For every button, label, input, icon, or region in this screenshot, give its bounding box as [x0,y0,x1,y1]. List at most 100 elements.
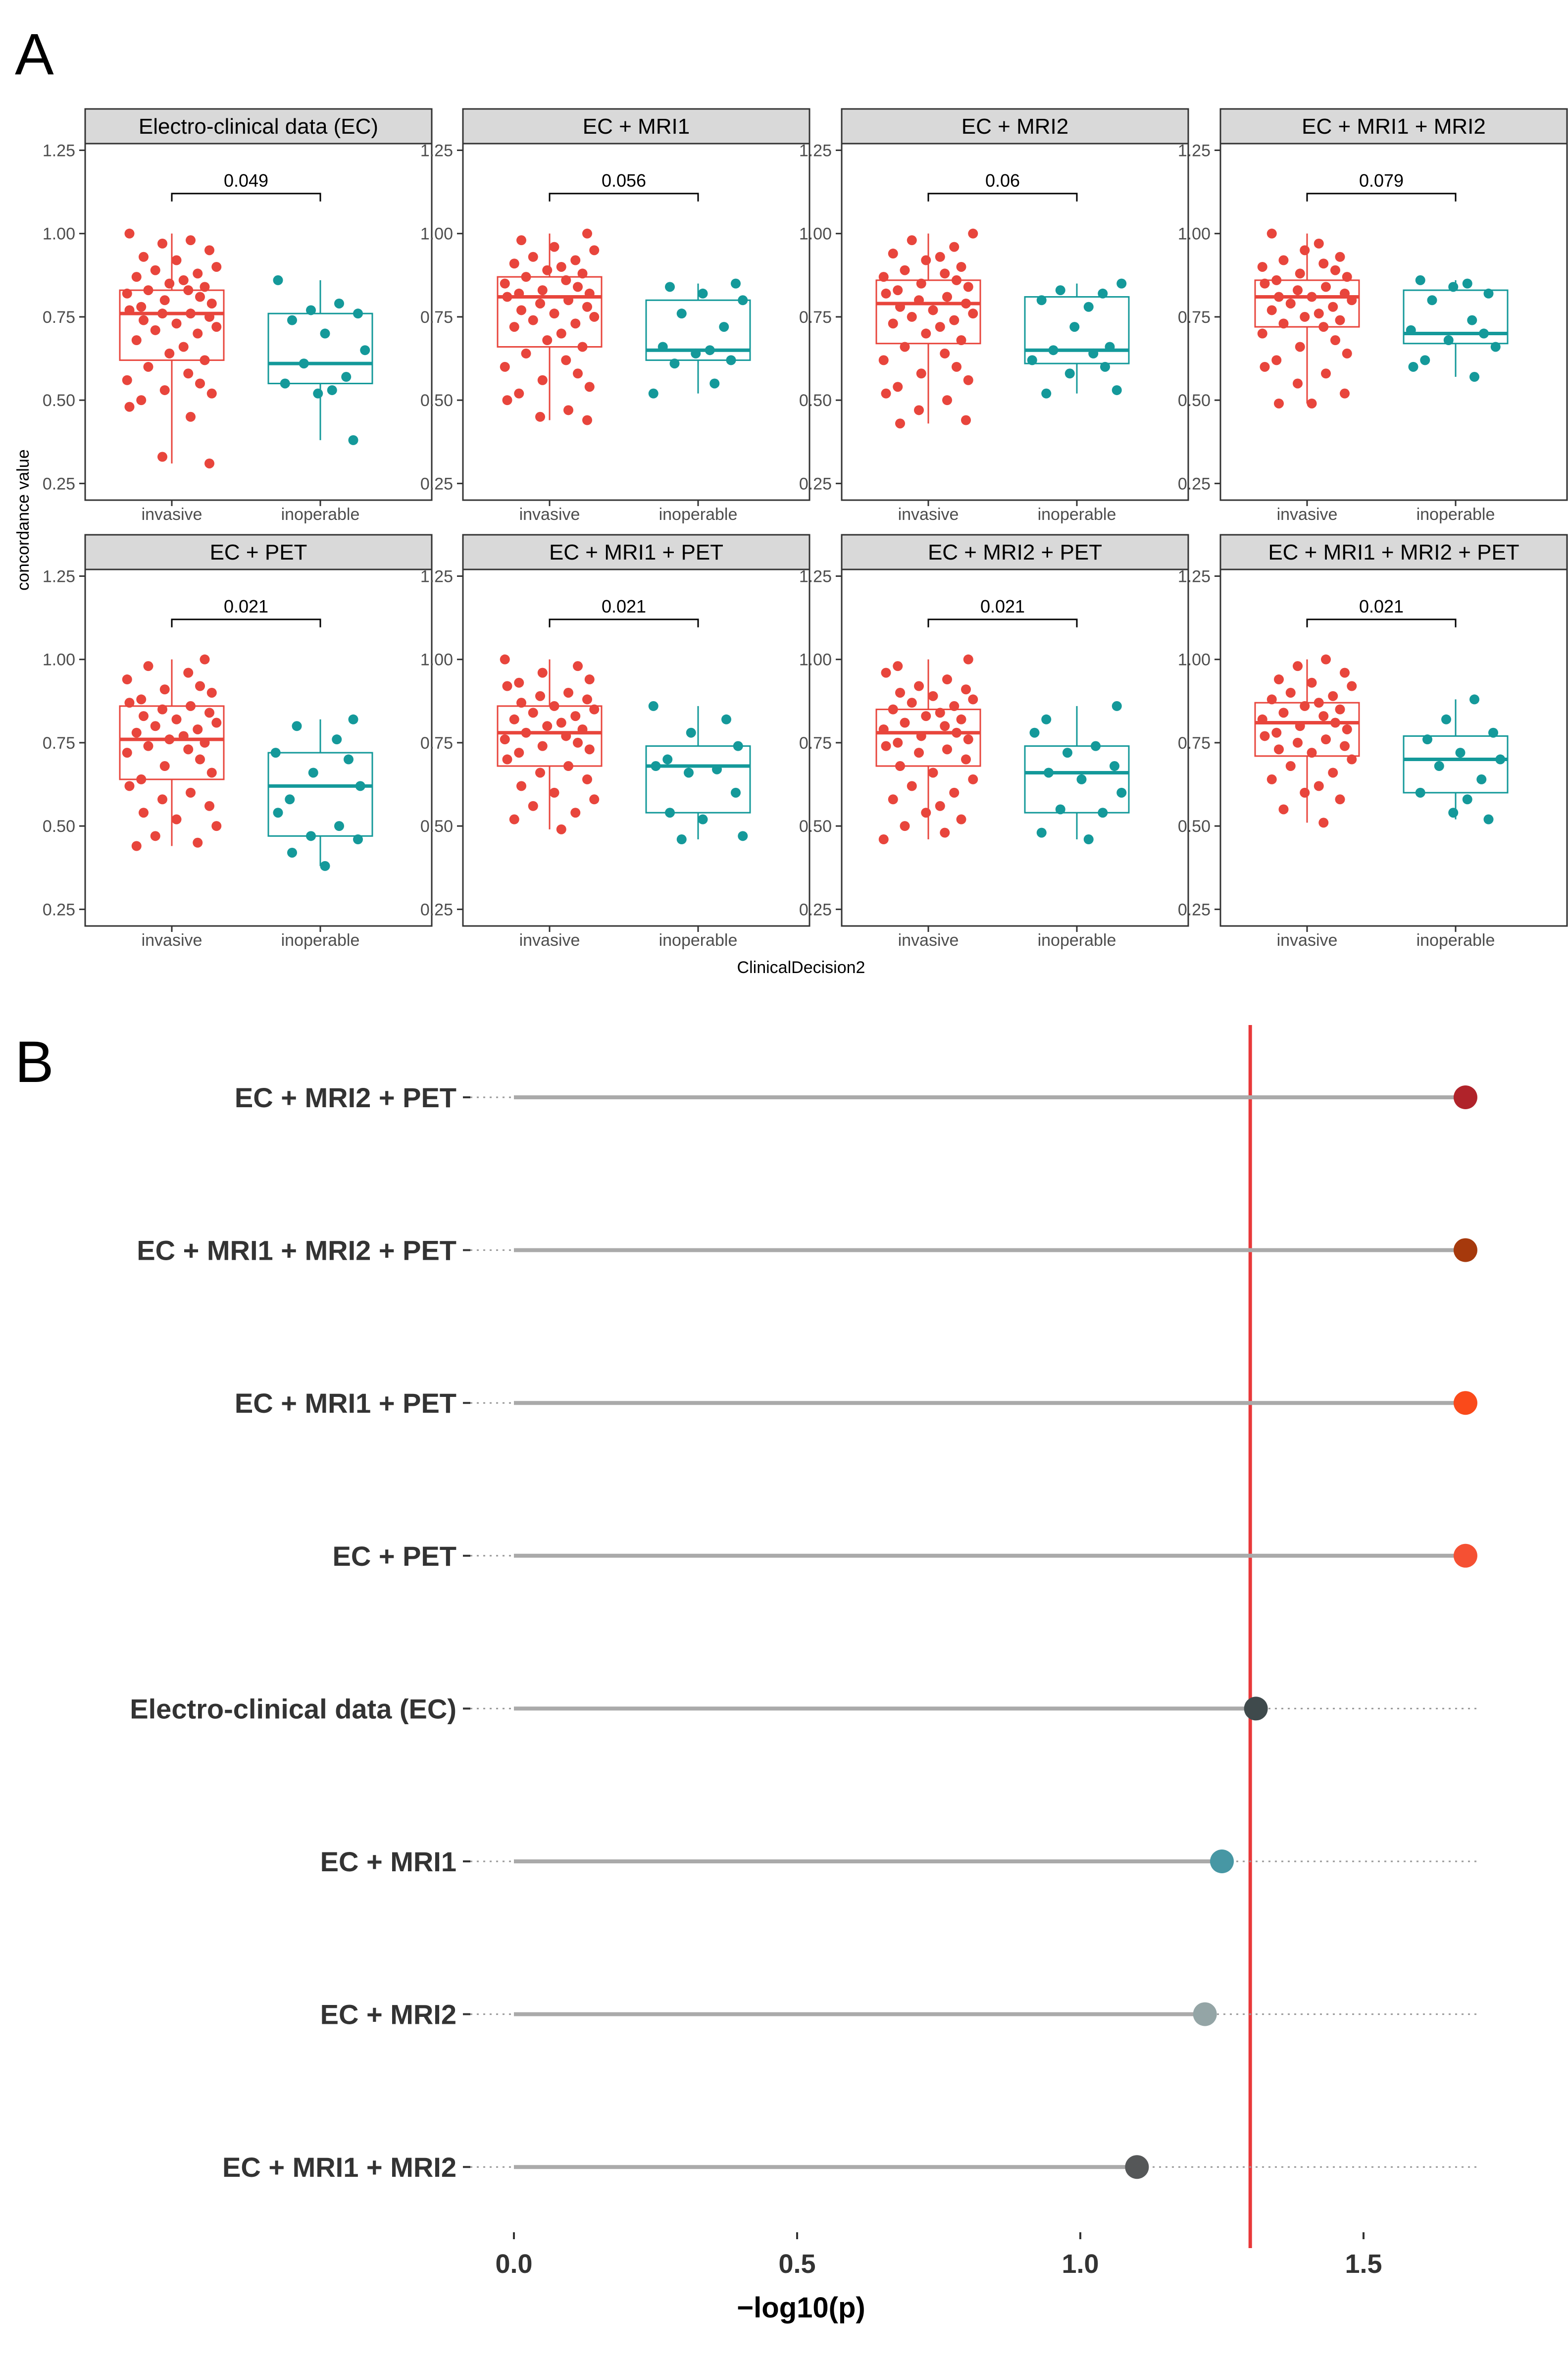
data-point [502,292,512,302]
panel-a-label: A [15,22,54,87]
data-point [157,452,167,462]
significance-bracket [171,618,321,627]
data-point [211,261,222,272]
data-point [1266,305,1277,315]
data-point [563,761,573,771]
data-point [1330,335,1340,346]
data-point [124,402,135,412]
y-tick-label: 0.25 [420,900,453,919]
data-point [963,375,973,385]
data-point [952,275,961,285]
box-iqr [1403,289,1509,345]
data-point [549,701,559,711]
data-point [1293,661,1303,671]
facet-strip [462,108,810,145]
data-point [928,768,938,778]
data-point [942,674,952,685]
data-point [348,435,358,445]
data-point [211,322,222,332]
data-point [136,774,147,784]
data-point [204,311,214,322]
data-point [1420,355,1430,365]
data-point [648,701,658,711]
data-point [136,395,147,406]
data-point [334,821,344,831]
y-tick-label: 0.50 [1178,391,1211,410]
x-tick-label: 1.0 [1062,2249,1099,2279]
data-point [963,282,973,292]
x-tick-label: 0.0 [495,2249,532,2279]
data-point [921,255,931,265]
data-point [949,701,960,711]
data-point [171,814,182,824]
data-point [963,654,973,665]
data-point [900,342,910,352]
data-point [306,831,316,841]
data-point [895,302,905,312]
x-tick-label: inoperable [281,931,360,950]
data-point [1064,368,1075,379]
data-point [502,754,512,765]
data-point [1274,674,1284,685]
data-point [1476,774,1487,784]
data-point [1041,388,1052,399]
box-invasive [119,228,225,468]
data-point [731,278,741,289]
data-point [1083,302,1094,312]
data-point [186,701,196,711]
data-point [143,285,153,296]
data-point [131,272,142,282]
data-point [942,292,952,302]
data-point [956,335,966,346]
data-point [1266,228,1277,239]
data-point [658,342,668,352]
y-tick-label: 0.50 [799,391,832,410]
data-point [516,305,526,315]
data-point [136,302,147,312]
data-point [888,704,898,715]
data-point [341,372,352,382]
facet-2: EC + MRI1 0.25 0.50 0.75 1.00 1.25 invasive ino… [420,108,810,524]
data-point [907,311,917,322]
data-point [1448,282,1459,292]
data-point [1318,322,1329,332]
data-point [200,654,210,665]
data-point [916,368,926,379]
data-point [1318,818,1329,828]
data-point [535,768,545,778]
y-tick-label: 0.50 [43,391,75,410]
data-point [171,255,182,265]
data-point [136,694,147,705]
data-point [712,764,722,774]
y-tick-label: 0.50 [420,817,453,836]
data-point [738,831,748,841]
data-point [270,748,281,758]
data-point [206,298,217,308]
data-point [195,681,205,691]
data-point [521,272,531,282]
data-point [1488,727,1498,738]
facet-title: EC + MRI2 [961,114,1068,139]
lollipop-point [1125,2155,1149,2179]
data-point [589,311,600,322]
y-tick-label: 0.50 [799,817,832,836]
data-point [1314,698,1324,708]
data-point [956,714,966,724]
data-point [1342,272,1352,282]
data-point [1293,285,1303,296]
data-point [206,388,217,399]
data-point [705,345,715,356]
data-point [1469,372,1479,382]
data-point [1300,787,1310,798]
data-point [183,744,194,755]
facet-title: EC + MRI1 + MRI2 + PET [1268,540,1519,565]
data-point [157,238,167,249]
data-point [881,288,891,299]
facet-5: EC + PET 0.25 0.50 0.75 1.00 1.25 invasive inop… [43,534,433,950]
data-point [1335,704,1345,715]
data-point [1321,282,1331,292]
data-point [881,741,891,751]
data-point [570,255,581,265]
data-point [327,385,337,395]
